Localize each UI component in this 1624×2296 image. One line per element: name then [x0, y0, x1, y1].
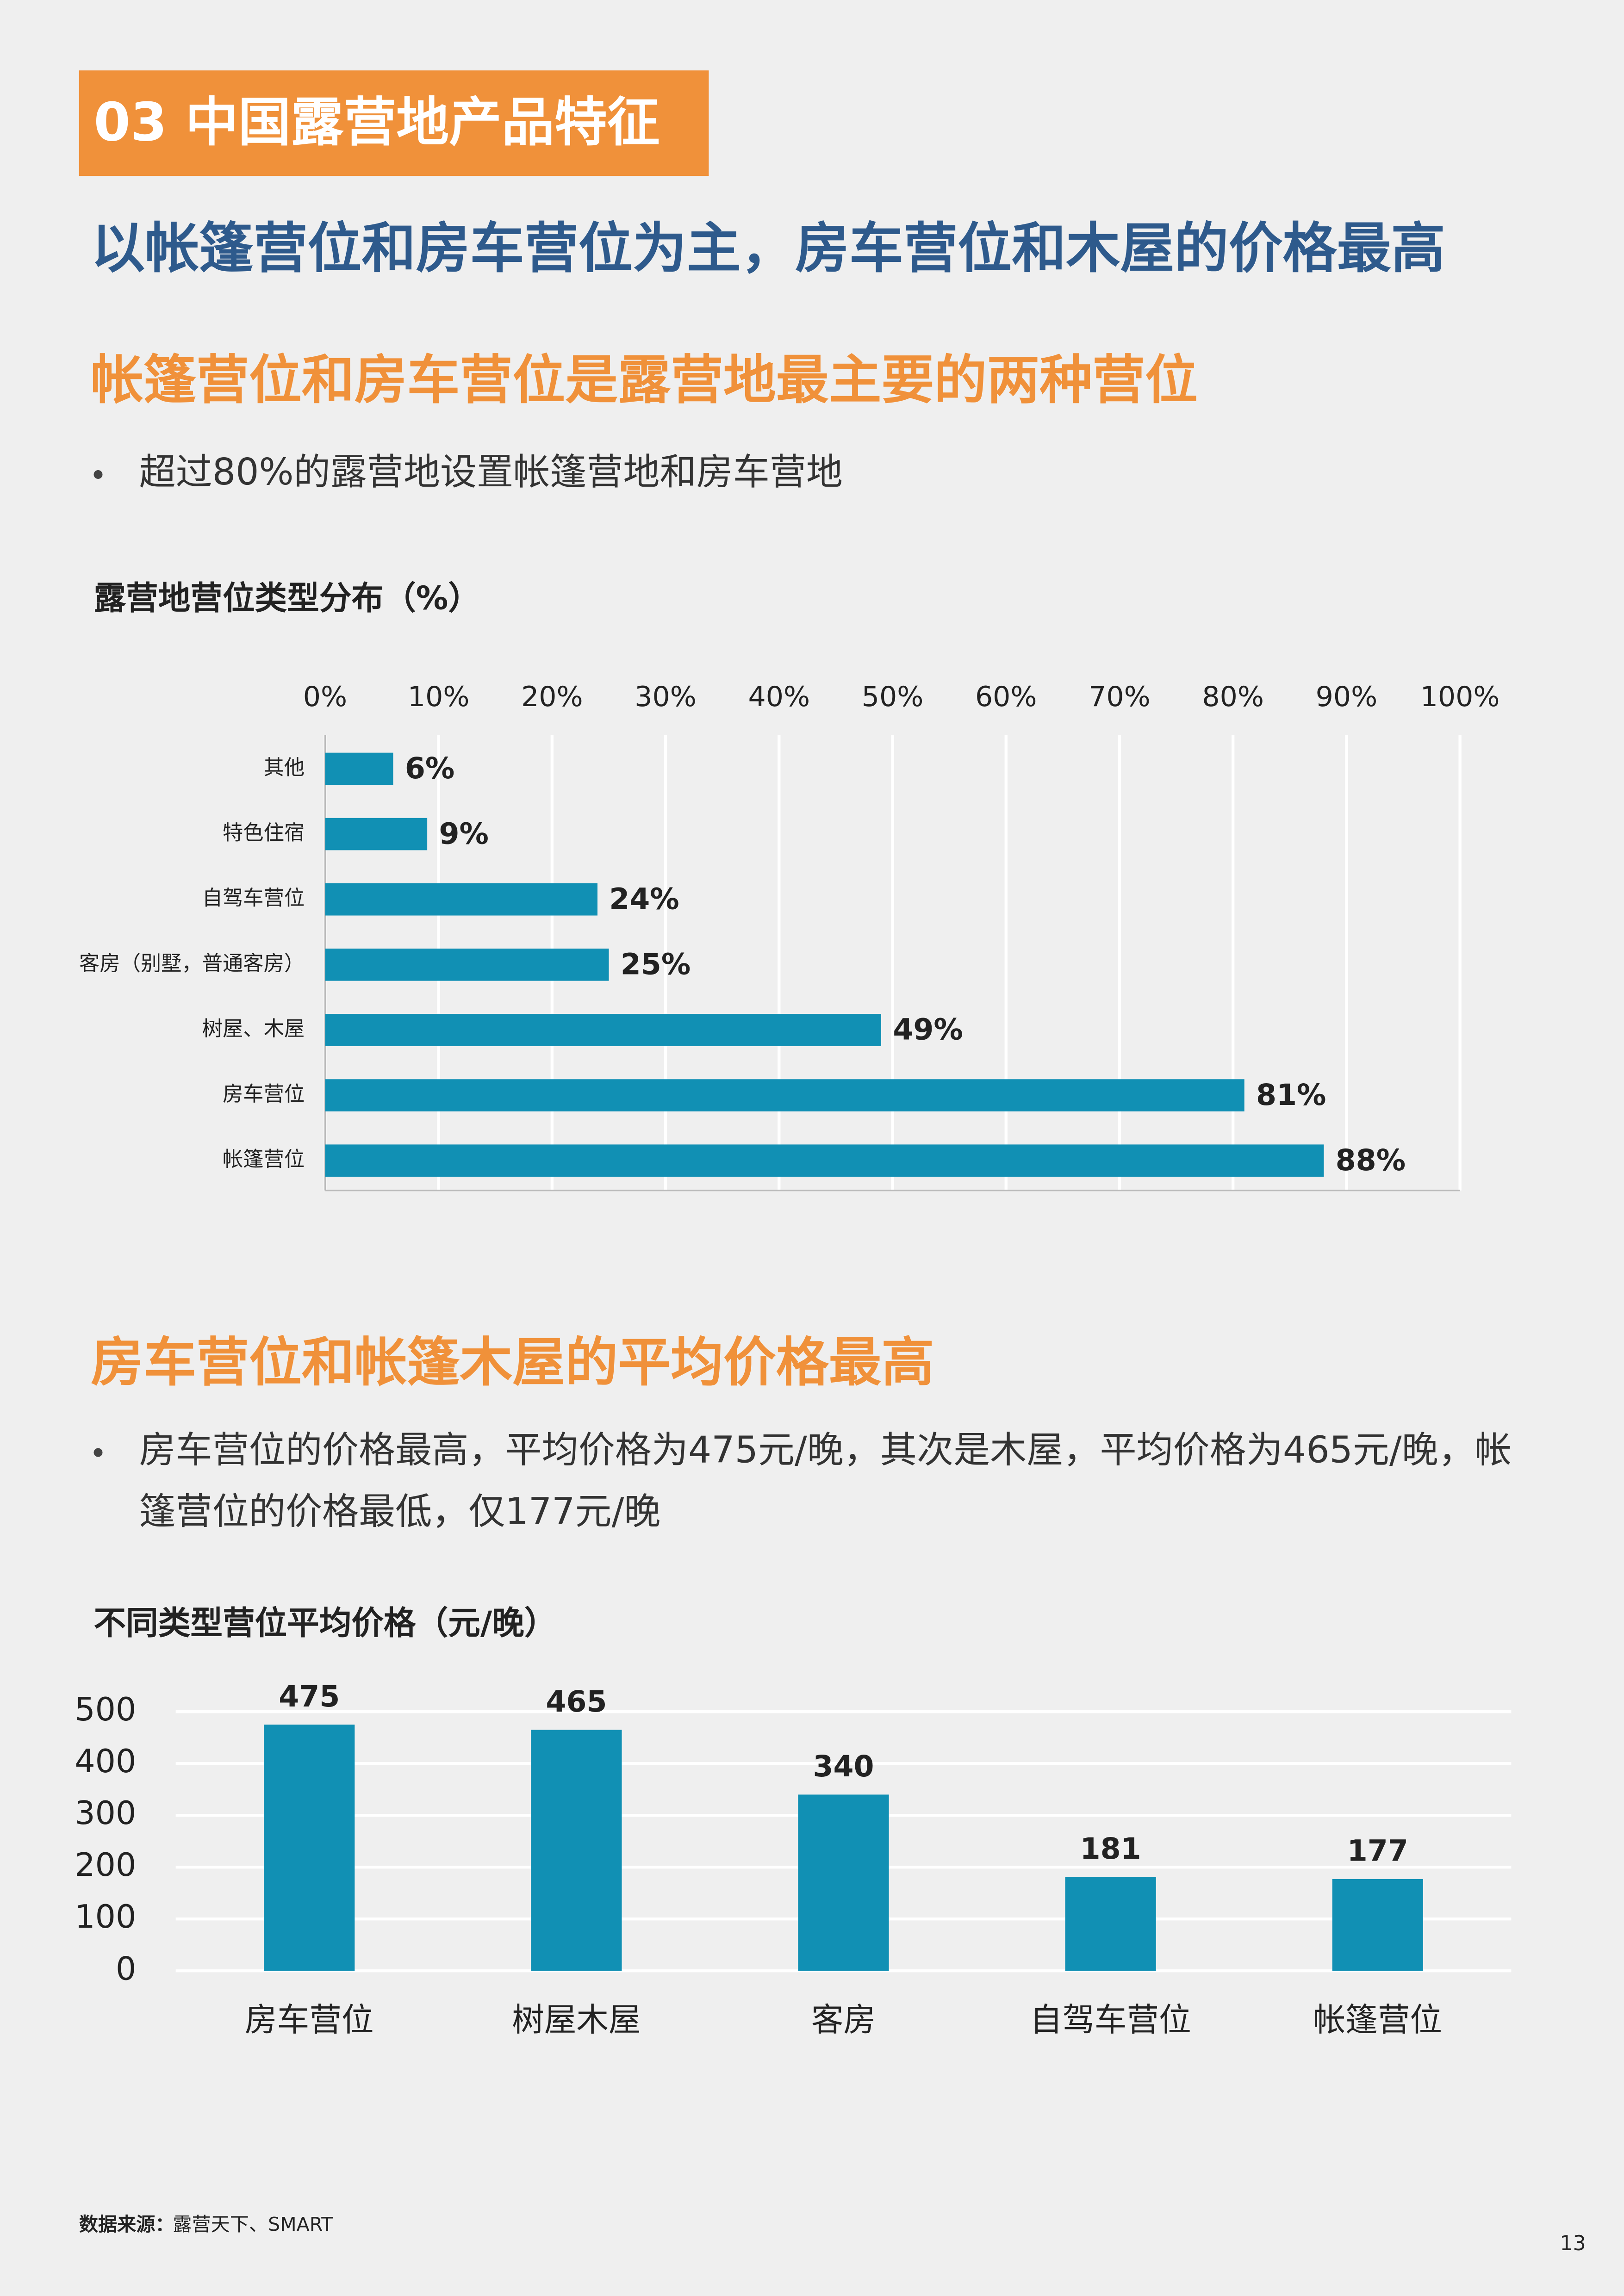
data-label: 25% [621, 947, 691, 981]
bar [531, 1730, 622, 1971]
bar [325, 1014, 882, 1046]
x-tick-label: 客房 [811, 2001, 876, 2039]
y-tick-label: 帐篷营位 [223, 1148, 305, 1171]
data-label: 475 [279, 1679, 340, 1713]
page-number: 13 [1560, 2232, 1586, 2255]
bar [325, 752, 393, 785]
y-tick-label: 0 [116, 1950, 136, 1987]
data-label: 81% [1256, 1078, 1326, 1112]
bullet-dot [93, 470, 103, 479]
data-label: 6% [405, 751, 454, 785]
x-tick-label: 自驾车营位 [1030, 2001, 1191, 2039]
x-tick-label: 40% [748, 681, 810, 713]
x-tick-label: 20% [521, 681, 583, 713]
source: 露营天下、SMART [173, 2213, 333, 2235]
x-tick-label: 树屋木屋 [512, 2001, 641, 2039]
x-tick-label: 90% [1316, 681, 1378, 713]
x-tick-label: 30% [635, 681, 697, 713]
x-tick-label: 80% [1202, 681, 1264, 713]
y-tick-label: 500 [75, 1691, 136, 1728]
x-tick-label: 70% [1089, 681, 1151, 713]
chart-title: 露营地营位类型分布（%） [94, 580, 480, 617]
data-label: 340 [813, 1749, 874, 1783]
x-tick-label: 帐篷营位 [1313, 2001, 1442, 2039]
subtitle: 房车营位和帐篷木屋的平均价格最高 [91, 1332, 934, 1393]
bar [325, 883, 597, 916]
headline: 以帐篷营位和房车营位为主，房车营位和木屋的价格最高 [91, 217, 1445, 280]
source-label: 数据来源： [79, 2213, 174, 2235]
y-tick-label: 特色住宿 [223, 821, 305, 845]
section-title: 03 中国露营地产品特征 [94, 92, 660, 153]
data-label: 49% [893, 1012, 963, 1047]
bullet: 篷营位的价格最低，仅177元/晚 [139, 1490, 661, 1533]
x-tick-label: 房车营位 [245, 2001, 373, 2039]
y-tick-label: 客房（别墅，普通客房） [79, 952, 305, 975]
y-tick-label: 200 [75, 1846, 136, 1884]
bar [798, 1794, 889, 1971]
bullet: 超过80%的露营地设置帐篷营地和房车营地 [139, 451, 843, 493]
bar [325, 818, 428, 850]
y-tick-label: 其他 [264, 756, 305, 779]
x-tick-label: 0% [303, 681, 347, 713]
bullet: 房车营位的价格最高，平均价格为475元/晚，其次是木屋，平均价格为465元/晚，… [139, 1429, 1512, 1471]
bar [325, 1144, 1324, 1177]
bar [325, 1079, 1244, 1111]
data-label: 88% [1336, 1143, 1406, 1177]
x-tick-label: 50% [862, 681, 924, 713]
y-tick-label: 树屋、木屋 [202, 1017, 305, 1041]
y-tick-label: 400 [75, 1743, 136, 1780]
x-tick-label: 60% [975, 681, 1037, 713]
data-label: 177 [1347, 1834, 1408, 1868]
bullet-dot [93, 1448, 103, 1457]
x-tick-label: 100% [1420, 681, 1500, 713]
x-tick-label: 10% [408, 681, 470, 713]
y-tick-label: 100 [75, 1898, 136, 1936]
subtitle: 帐篷营位和房车营位是露营地最主要的两种营位 [91, 349, 1198, 411]
chart-title: 不同类型营位平均价格（元/晚） [94, 1605, 557, 1642]
data-label: 465 [546, 1684, 607, 1719]
y-tick-label: 300 [75, 1794, 136, 1832]
data-label: 24% [609, 881, 679, 916]
y-tick-label: 房车营位 [223, 1082, 305, 1106]
bar [1065, 1877, 1156, 1971]
bar [325, 949, 609, 981]
y-tick-label: 自驾车营位 [202, 887, 305, 910]
data-label: 181 [1080, 1831, 1141, 1866]
bar [264, 1725, 355, 1971]
data-label: 9% [439, 816, 488, 850]
bar [1332, 1879, 1423, 1971]
section-banner [79, 70, 709, 176]
